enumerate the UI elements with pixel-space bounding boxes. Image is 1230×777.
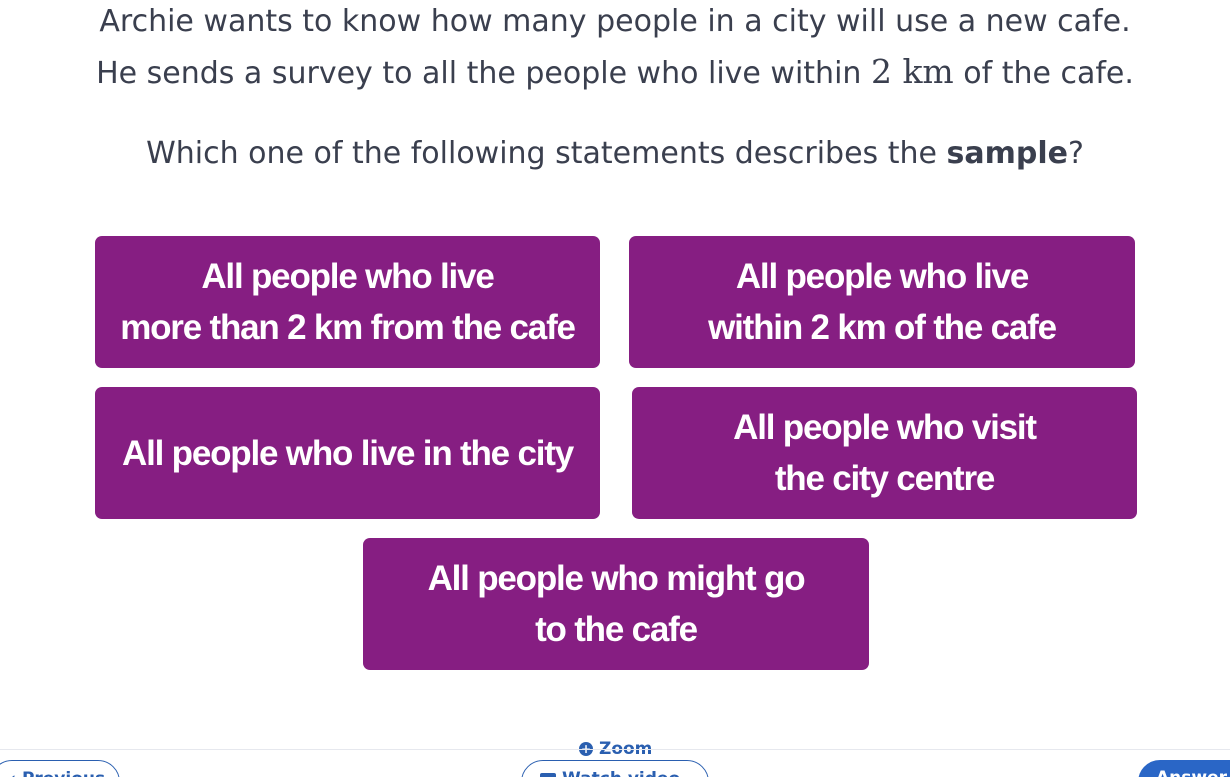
answer-option-4-line-1: All people who visit [733,408,1037,447]
question-line-2-start: He sends a survey to all the people who … [96,56,871,91]
answer-option-3[interactable]: All people who live in the city [95,387,600,519]
prompt-start: Which one of the following statements de… [146,136,947,171]
question-line-1: Archie wants to know how many people in … [99,4,1131,39]
answer-button[interactable]: Answer [1138,760,1230,777]
answer-option-4[interactable]: All people who visit the city centre [632,387,1137,519]
answer-option-5[interactable]: All people who might go to the cafe [363,538,869,670]
footer-divider [0,749,1230,750]
answer-option-3-text: All people who live in the city [122,428,574,479]
prompt-keyword: sample [946,136,1068,171]
answer-option-5-text: All people who might go to the cafe [427,553,806,655]
previous-label: Previous [22,769,105,777]
answer-option-5-line-1: All people who might go [427,559,806,598]
answer-option-2-line-2: within 2 km of the cafe [708,308,1057,347]
question-line-2-end: of the cafe. [953,56,1134,91]
answer-option-1-line-2: more than 2 km from the cafe [120,308,576,347]
answer-option-3-line-1: All people who live in the city [122,433,574,473]
watch-video-label: Watch video [562,769,680,777]
answer-option-1-text: All people who live more than 2 km from … [120,251,576,353]
question-prompt: Which one of the following statements de… [0,129,1230,179]
watch-video-button[interactable]: Watch video [521,760,709,777]
chevron-left-icon: ‹ [9,769,22,777]
answer-option-2-text: All people who live within 2 km of the c… [708,251,1057,353]
answer-option-2-line-1: All people who live [735,257,1029,296]
previous-button[interactable]: ‹ Previous [0,760,120,777]
answer-option-1-line-1: All people who live [201,257,494,296]
answer-option-5-line-2: to the cafe [535,610,698,649]
video-icon [540,773,556,777]
answer-option-4-text: All people who visit the city centre [733,402,1037,504]
answer-option-1[interactable]: All people who live more than 2 km from … [95,236,600,368]
question-text: Archie wants to know how many people in … [0,0,1230,99]
question-line-2: He sends a survey to all the people who … [0,47,1230,99]
answer-option-4-line-2: the city centre [774,459,996,498]
prompt-end: ? [1067,136,1084,171]
answer-option-2[interactable]: All people who live within 2 km of the c… [629,236,1135,368]
answer-label: Answer [1156,768,1227,777]
distance-math: 2 km [870,52,954,91]
